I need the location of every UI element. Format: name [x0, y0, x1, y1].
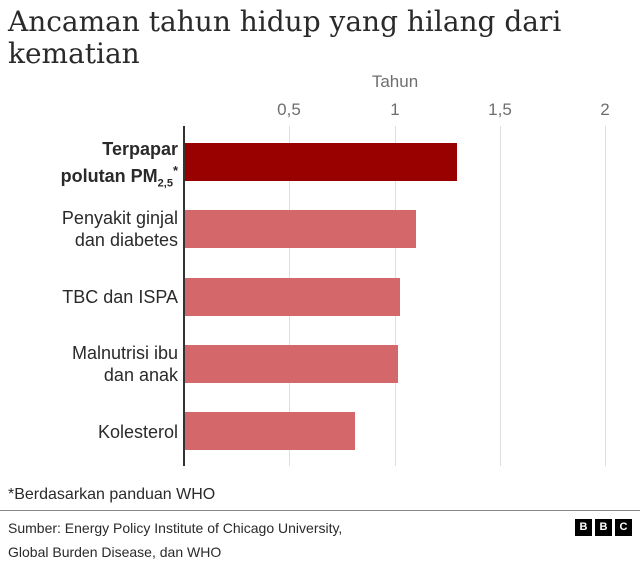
- x-tick: 0,5: [277, 100, 301, 119]
- logo-block: B: [595, 519, 612, 536]
- x-tick: 1: [390, 100, 400, 119]
- bar-kolesterol: [185, 412, 355, 450]
- source-line: Sumber: Energy Policy Institute of Chica…: [8, 520, 343, 536]
- chart-title: Ancaman tahun hidup yang hilang dari kem…: [8, 5, 562, 70]
- category-label-malnutrisi: Malnutrisi ibu dan anak: [72, 342, 178, 386]
- label-line: dan anak: [103, 365, 178, 385]
- x-tick: 2: [600, 100, 610, 119]
- bar-ginjal-diabetes: [185, 210, 416, 248]
- divider: [0, 510, 640, 511]
- bar-pm25: [185, 143, 457, 181]
- label-line: polutan PM2,5*: [61, 160, 178, 195]
- label-line: Malnutrisi ibu: [71, 343, 178, 363]
- source-text: Sumber: Energy Policy Institute of Chica…: [8, 516, 342, 564]
- bbc-logo: B B C: [575, 519, 632, 536]
- category-label-kolesterol: Kolesterol: [97, 422, 178, 442]
- label-line: Terpapar: [102, 139, 178, 159]
- subscript: 2,5: [157, 177, 173, 190]
- label-line: Penyakit ginjal: [61, 208, 178, 228]
- y-axis: [183, 126, 185, 466]
- logo-block: C: [615, 519, 632, 536]
- gridline: [605, 126, 606, 466]
- bar-tbc-ispa: [185, 278, 400, 316]
- gridline: [500, 126, 501, 466]
- category-label-tbc: TBC dan ISPA: [62, 287, 178, 307]
- label-text: polutan PM: [60, 166, 158, 186]
- asterisk: *: [172, 163, 178, 178]
- source-line: Global Burden Disease, dan WHO: [8, 544, 222, 560]
- footnote: *Berdasarkan panduan WHO: [8, 486, 216, 503]
- x-tick: 1,5: [488, 100, 512, 119]
- x-axis-title: Tahun: [371, 72, 419, 91]
- category-label-ginjal: Penyakit ginjal dan diabetes: [62, 207, 178, 251]
- bar-malnutrisi: [185, 345, 398, 383]
- logo-block: B: [575, 519, 592, 536]
- label-line: dan diabetes: [74, 230, 178, 250]
- category-label-pm25: Terpapar polutan PM2,5*: [61, 138, 178, 195]
